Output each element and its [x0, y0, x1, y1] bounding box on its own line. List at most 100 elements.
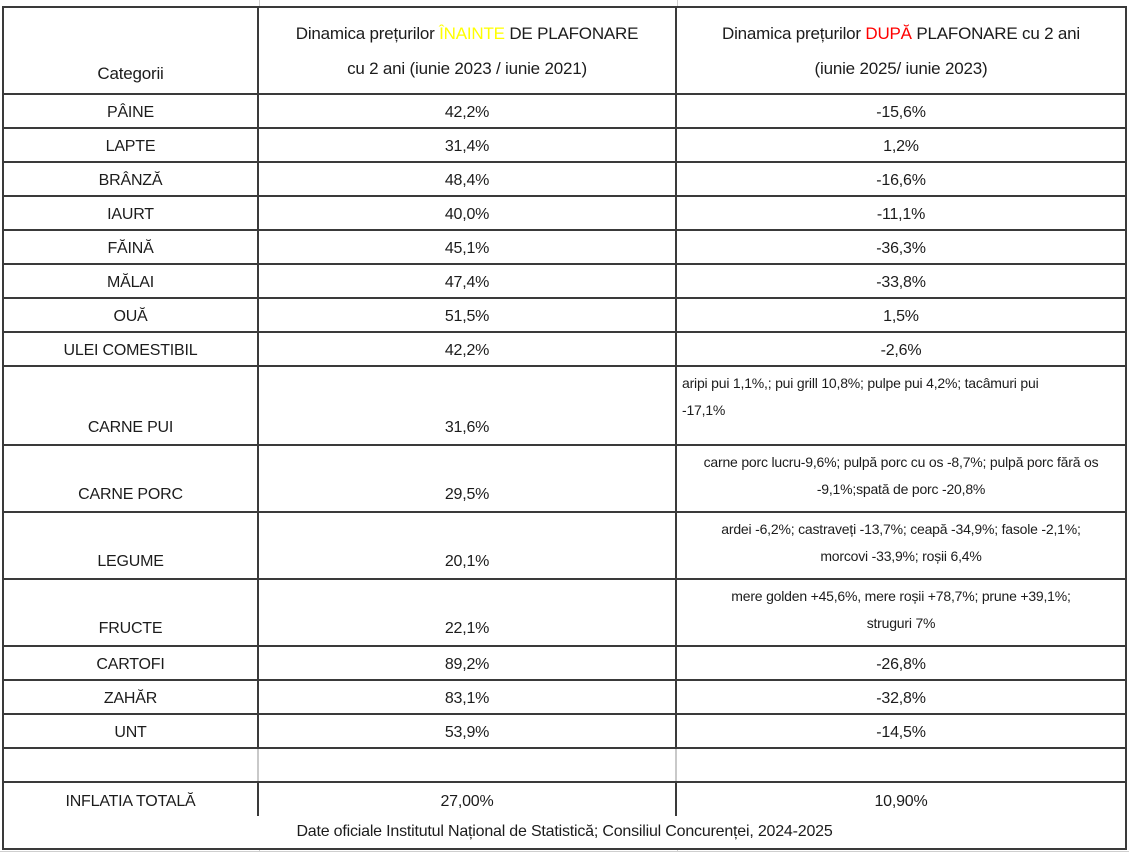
- table-row: UNT 53,9% -14,5%: [4, 715, 1125, 749]
- before-cell: 27,00%: [259, 783, 677, 816]
- gridline-stub: [677, 0, 678, 6]
- before-value: 51,5%: [444, 307, 490, 325]
- before-value: 31,6%: [444, 418, 490, 436]
- before-cell: 89,2%: [259, 647, 677, 679]
- before-value: 27,00%: [440, 792, 494, 810]
- before-cell: 83,1%: [259, 681, 677, 713]
- after-cell: -15,6%: [677, 95, 1125, 127]
- after-value: 10,90%: [874, 792, 928, 810]
- before-value: 47,4%: [444, 273, 490, 291]
- before-value: 42,2%: [444, 341, 490, 359]
- category-cell: MĂLAI: [4, 265, 259, 297]
- after-cell: ardei -6,2%; castraveți -13,7%; ceapă -3…: [677, 513, 1125, 578]
- before-value: 45,1%: [444, 239, 490, 257]
- price-dynamics-table: Categorii Dinamica prețurilor ÎNAINTE DE…: [2, 6, 1127, 850]
- category-cell: OUĂ: [4, 299, 259, 331]
- highlight-inainte: ÎNAINTE: [439, 23, 505, 43]
- before-cell: 29,5%: [259, 446, 677, 511]
- after-cell: -11,1%: [677, 197, 1125, 229]
- header-after-line1: Dinamica prețurilor DUPĂ PLAFONARE cu 2 …: [722, 23, 1080, 43]
- category-label: IAURT: [107, 205, 154, 223]
- before-cell: 47,4%: [259, 265, 677, 297]
- before-value: 83,1%: [444, 689, 490, 707]
- table-row: CARNE PUI 31,6% aripi pui 1,1%,; pui gri…: [4, 367, 1125, 446]
- after-value: 1,5%: [883, 307, 919, 325]
- after-cell: mere golden +45,6%, mere roșii +78,7%; p…: [677, 580, 1125, 645]
- table-row: FRUCTE 22,1% mere golden +45,6%, mere ro…: [4, 580, 1125, 647]
- after-cell: -16,6%: [677, 163, 1125, 195]
- table-row: ZAHĂR 83,1% -32,8%: [4, 681, 1125, 715]
- category-cell: UNT: [4, 715, 259, 747]
- after-value: 1,2%: [883, 137, 919, 155]
- after-detail-line: -17,1%: [682, 402, 726, 418]
- before-value: 89,2%: [444, 655, 490, 673]
- after-detail-line: struguri 7%: [866, 615, 936, 631]
- header-categories-label: Categorii: [97, 64, 164, 84]
- table-row: CARNE PORC 29,5% carne porc lucru-9,6%; …: [4, 446, 1125, 513]
- after-cell: -32,8%: [677, 681, 1125, 713]
- after-detail-line: -9,1%;spată de porc -20,8%: [816, 481, 986, 497]
- header-before-cell: Dinamica prețurilor ÎNAINTE DE PLAFONARE…: [259, 8, 677, 93]
- gridline-stub: [259, 0, 260, 6]
- table-row: PÂINE 42,2% -15,6%: [4, 95, 1125, 129]
- before-cell: 40,0%: [259, 197, 677, 229]
- after-detail-line: carne porc lucru-9,6%; pulpă porc cu os …: [703, 454, 1099, 470]
- before-value: 48,4%: [444, 171, 490, 189]
- before-cell: 31,4%: [259, 129, 677, 161]
- after-cell: [677, 749, 1125, 781]
- header-before-line2: cu 2 ani (iunie 2023 / iunie 2021): [347, 58, 587, 78]
- after-cell: aripi pui 1,1%,; pui grill 10,8%; pulpe …: [677, 367, 1125, 444]
- after-cell: -14,5%: [677, 715, 1125, 747]
- category-label: UNT: [114, 723, 147, 741]
- after-detail-line: aripi pui 1,1%,; pui grill 10,8%; pulpe …: [682, 375, 1039, 391]
- category-cell: PÂINE: [4, 95, 259, 127]
- table-row: IAURT 40,0% -11,1%: [4, 197, 1125, 231]
- table-row: BRÂNZĂ 48,4% -16,6%: [4, 163, 1125, 197]
- table-row: LAPTE 31,4% 1,2%: [4, 129, 1125, 163]
- category-cell: CARTOFI: [4, 647, 259, 679]
- after-cell: -26,8%: [677, 647, 1125, 679]
- after-cell: -36,3%: [677, 231, 1125, 263]
- category-label: INFLATIA TOTALĂ: [65, 792, 196, 810]
- before-value: 29,5%: [444, 485, 490, 503]
- table-row: OUĂ 51,5% 1,5%: [4, 299, 1125, 333]
- after-value: -16,6%: [876, 171, 926, 189]
- before-value: 42,2%: [444, 103, 490, 121]
- before-value: 22,1%: [444, 619, 490, 637]
- source-note: Date oficiale Institutul Național de Sta…: [296, 823, 833, 840]
- category-cell: LAPTE: [4, 129, 259, 161]
- after-detail-line: morcovi -33,9%; roșii 6,4%: [820, 548, 982, 564]
- category-label: PÂINE: [106, 103, 155, 121]
- category-cell: [4, 749, 259, 781]
- after-value: -11,1%: [876, 205, 926, 223]
- category-label: CARTOFI: [96, 655, 165, 673]
- after-value: -15,6%: [876, 103, 926, 121]
- category-label: FRUCTE: [98, 619, 163, 637]
- after-cell: carne porc lucru-9,6%; pulpă porc cu os …: [677, 446, 1125, 511]
- category-cell: LEGUME: [4, 513, 259, 578]
- header-row: Categorii Dinamica prețurilor ÎNAINTE DE…: [4, 8, 1125, 95]
- category-cell: CARNE PUI: [4, 367, 259, 444]
- after-value: -14,5%: [876, 723, 926, 741]
- category-cell: ZAHĂR: [4, 681, 259, 713]
- table-row: FĂINĂ 45,1% -36,3%: [4, 231, 1125, 265]
- before-cell: 31,6%: [259, 367, 677, 444]
- before-cell: [259, 749, 677, 781]
- after-value: -2,6%: [880, 341, 922, 359]
- before-cell: 51,5%: [259, 299, 677, 331]
- after-detail-line: mere golden +45,6%, mere roșii +78,7%; p…: [731, 588, 1071, 604]
- highlight-dupa: DUPĂ: [865, 23, 912, 43]
- before-value: 31,4%: [444, 137, 490, 155]
- category-label: LAPTE: [105, 137, 156, 155]
- table-row: ULEI COMESTIBIL 42,2% -2,6%: [4, 333, 1125, 367]
- category-label: FĂINĂ: [107, 239, 154, 257]
- category-label: OUĂ: [113, 307, 148, 325]
- category-cell: BRÂNZĂ: [4, 163, 259, 195]
- after-value: -32,8%: [876, 689, 926, 707]
- before-cell: 22,1%: [259, 580, 677, 645]
- table-row: MĂLAI 47,4% -33,8%: [4, 265, 1125, 299]
- category-label: LEGUME: [97, 552, 164, 570]
- category-label: ZAHĂR: [103, 689, 158, 707]
- category-cell: IAURT: [4, 197, 259, 229]
